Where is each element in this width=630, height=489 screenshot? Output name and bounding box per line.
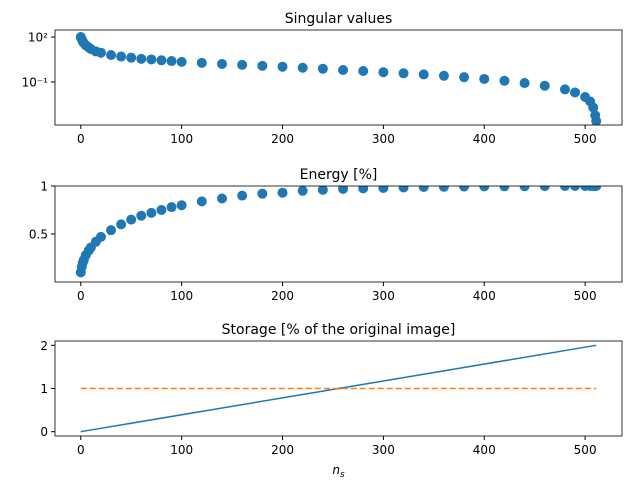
point <box>136 53 147 64</box>
point <box>418 186 429 192</box>
x-tick-label: 300 <box>372 132 395 146</box>
point <box>398 186 409 193</box>
y-tick-label: 0 <box>40 425 48 439</box>
point <box>438 186 449 192</box>
point <box>591 186 602 191</box>
point <box>459 72 470 83</box>
point <box>358 186 369 194</box>
point <box>277 187 288 198</box>
point <box>317 63 328 74</box>
point <box>519 186 530 192</box>
point <box>116 219 127 230</box>
point <box>156 55 167 66</box>
point <box>479 73 490 84</box>
point <box>297 186 308 196</box>
point <box>570 87 581 98</box>
y-tick-label: 1 <box>40 180 48 194</box>
x-tick-label: 0 <box>77 443 85 457</box>
point <box>176 56 187 67</box>
point <box>499 75 510 86</box>
point <box>570 186 581 191</box>
point <box>591 115 602 125</box>
point <box>116 51 127 62</box>
axes-frame <box>54 29 623 126</box>
point <box>539 186 550 192</box>
point <box>559 84 570 95</box>
point <box>398 68 409 79</box>
point <box>196 57 207 68</box>
x-tick-label: 500 <box>574 443 597 457</box>
point <box>317 186 328 195</box>
point <box>378 67 389 78</box>
point <box>216 58 227 69</box>
point <box>588 102 599 113</box>
axes-frame <box>54 340 623 437</box>
x-tick-label: 400 <box>473 443 496 457</box>
y-tick-label: 1 <box>40 382 48 396</box>
y-tick-label: 10² <box>28 31 48 45</box>
x-tick-label: 200 <box>271 443 294 457</box>
x-tick-label: 100 <box>170 132 193 146</box>
point <box>539 80 550 91</box>
point <box>418 69 429 80</box>
y-tick-label: 2 <box>40 339 48 353</box>
x-axis-label: ns <box>332 463 345 480</box>
point <box>277 61 288 72</box>
point <box>459 186 470 192</box>
point <box>338 65 349 76</box>
y-tick-label: 0.5 <box>29 228 48 242</box>
point <box>166 202 177 213</box>
point <box>126 52 137 63</box>
point <box>499 186 510 192</box>
plot-area <box>75 32 602 125</box>
point <box>237 59 248 70</box>
point <box>106 225 117 236</box>
x-tick-label: 400 <box>473 289 496 303</box>
y-tick-label: 10⁻¹ <box>22 75 49 89</box>
x-tick-label: 300 <box>372 289 395 303</box>
point <box>237 190 248 201</box>
chart-title: Singular values <box>285 11 393 27</box>
x-tick-label: 0 <box>77 289 85 303</box>
point <box>146 207 157 218</box>
point <box>358 66 369 77</box>
x-tick-label: 200 <box>271 289 294 303</box>
chart-title: Energy [%] <box>300 167 378 183</box>
x-tick-label: 300 <box>372 443 395 457</box>
point <box>216 193 227 204</box>
point <box>257 60 268 71</box>
chart-title: Storage [% of the original image] <box>222 322 456 338</box>
point <box>136 210 147 221</box>
point <box>146 54 157 65</box>
point <box>479 186 490 192</box>
point <box>257 188 268 199</box>
point <box>156 205 167 215</box>
x-tick-label: 0 <box>77 132 85 146</box>
point <box>338 186 349 194</box>
plot-area <box>75 186 602 278</box>
x-tick-label: 500 <box>574 289 597 303</box>
point <box>519 78 530 89</box>
point <box>297 62 308 73</box>
point <box>95 47 106 58</box>
plot-area <box>80 344 597 433</box>
point <box>106 50 117 61</box>
x-tick-label: 100 <box>170 443 193 457</box>
x-tick-label: 500 <box>574 132 597 146</box>
point <box>176 200 187 211</box>
axes-frame <box>54 185 623 283</box>
point <box>559 186 570 191</box>
point <box>378 186 389 193</box>
x-tick-label: 200 <box>271 132 294 146</box>
point <box>166 56 177 67</box>
point <box>438 70 449 81</box>
point <box>196 196 207 207</box>
x-tick-label: 100 <box>170 289 193 303</box>
x-tick-label: 400 <box>473 132 496 146</box>
point <box>95 231 106 242</box>
point <box>126 214 137 225</box>
